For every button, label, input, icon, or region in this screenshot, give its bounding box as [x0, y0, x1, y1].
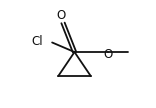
Text: Cl: Cl [32, 35, 43, 48]
Text: O: O [57, 9, 66, 22]
Text: O: O [104, 48, 113, 61]
